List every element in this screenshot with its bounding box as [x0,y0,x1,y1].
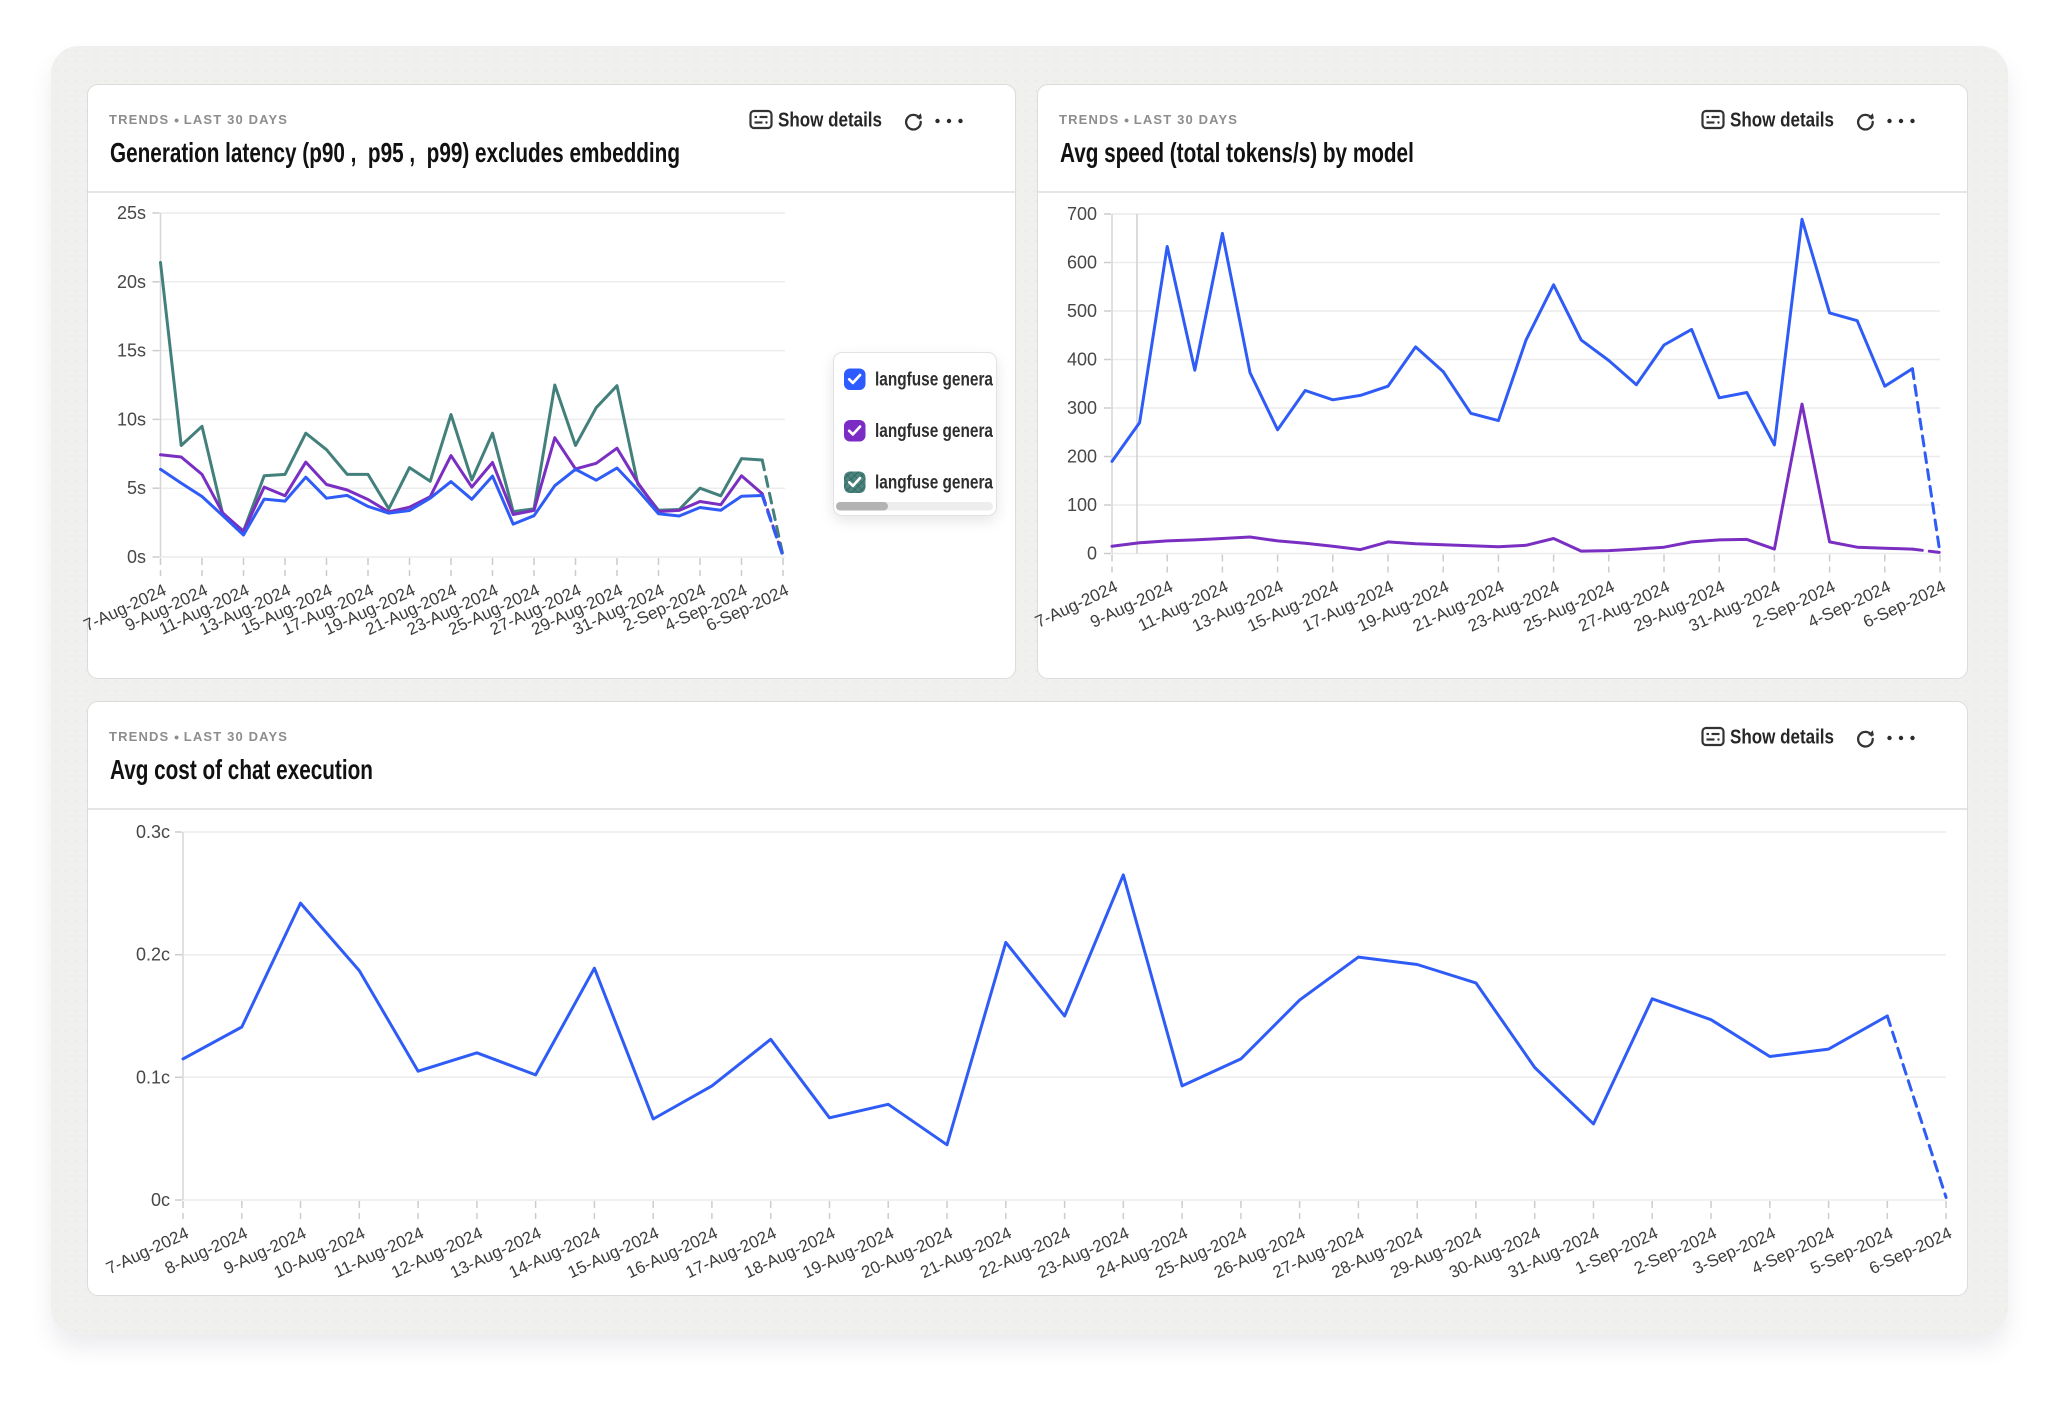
svg-text:Show details: Show details [778,110,882,132]
svg-text:Show details: Show details [1730,727,1834,749]
svg-text:25s: 25s [117,203,146,223]
svg-text:0.3c: 0.3c [136,822,170,842]
svg-text:0c: 0c [151,1190,170,1210]
svg-text:langfuse genera: langfuse genera [875,370,993,391]
svg-text:500: 500 [1067,301,1097,321]
svg-text:20s: 20s [117,272,146,292]
svg-text:400: 400 [1067,350,1097,370]
svg-text:15s: 15s [117,341,146,361]
svg-text:200: 200 [1067,447,1097,467]
svg-text:langfuse genera: langfuse genera [875,473,993,494]
svg-text:Show details: Show details [1730,110,1834,132]
svg-text:5s: 5s [127,478,146,498]
svg-text:0.2c: 0.2c [136,945,170,965]
svg-text:0: 0 [1087,544,1097,564]
svg-text:10s: 10s [117,409,146,429]
svg-text:700: 700 [1067,204,1097,224]
svg-text:langfuse genera: langfuse genera [875,421,993,442]
svg-text:100: 100 [1067,495,1097,515]
svg-text:300: 300 [1067,398,1097,418]
svg-text:0s: 0s [127,547,146,567]
svg-text:0.1c: 0.1c [136,1067,170,1087]
svg-text:600: 600 [1067,253,1097,273]
